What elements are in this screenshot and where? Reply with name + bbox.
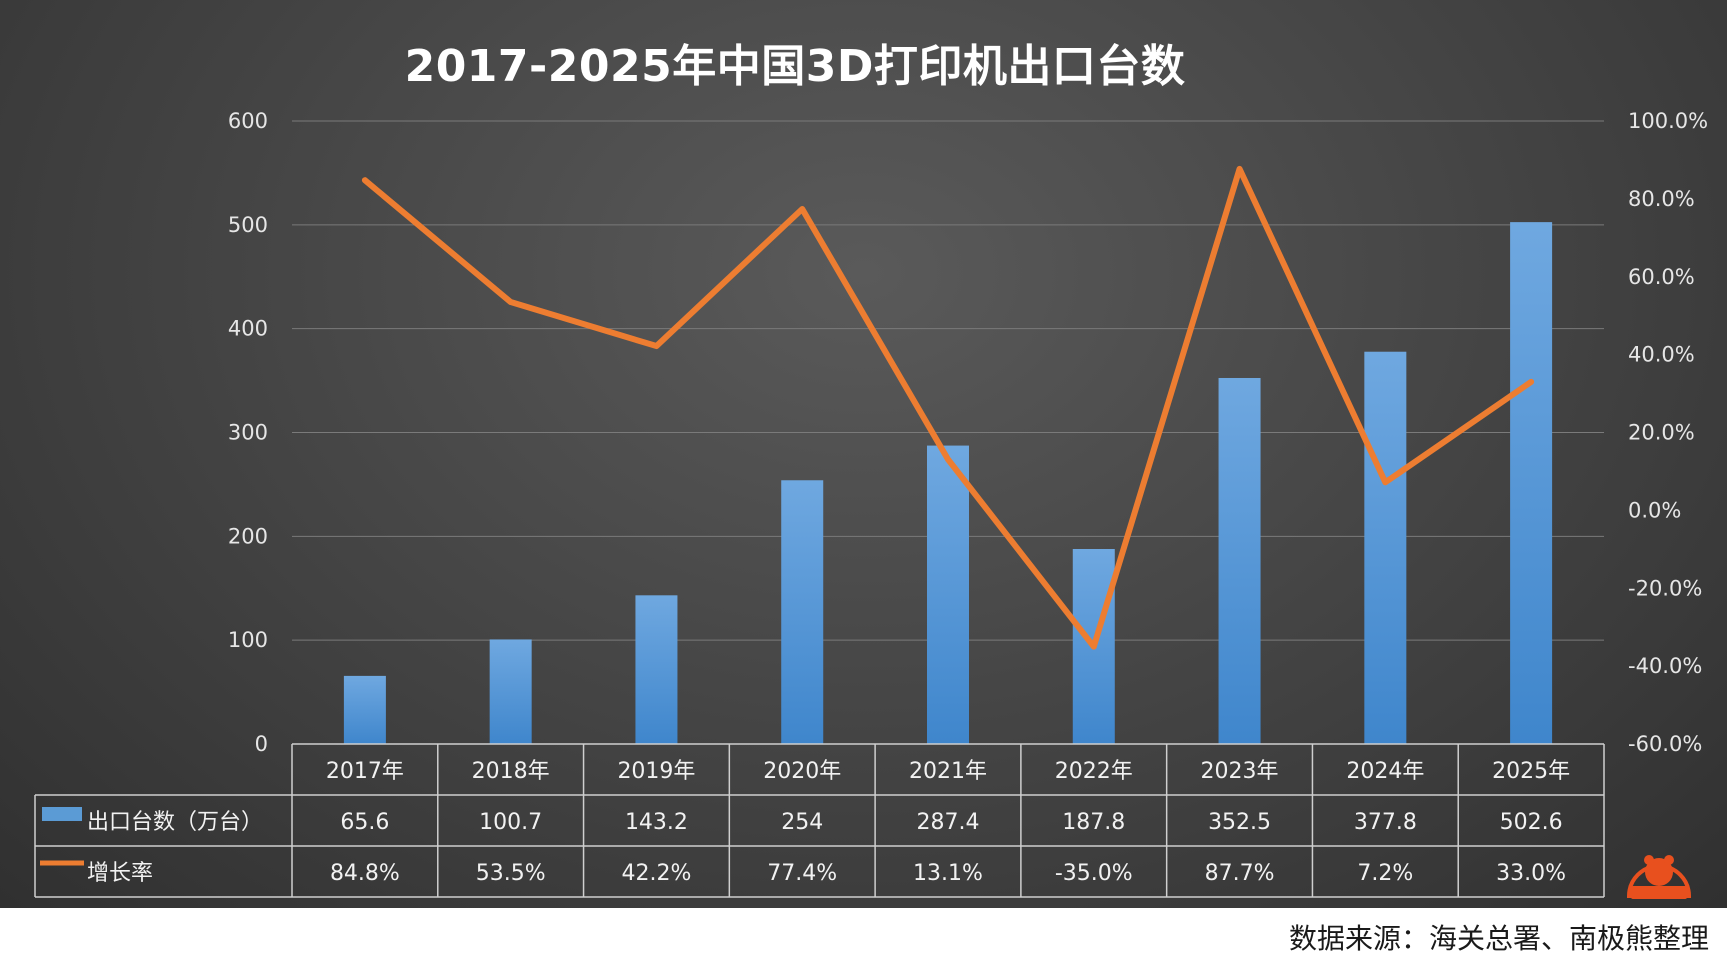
category-label: 2017年 <box>326 759 404 784</box>
data-label-rate: 84.8% <box>330 861 400 886</box>
data-label-bar: 100.7 <box>479 810 542 835</box>
y-right-tick-label: 100.0% <box>1628 109 1708 133</box>
category-label: 2025年 <box>1492 759 1570 784</box>
data-label-rate: 53.5% <box>476 861 546 886</box>
data-label-rate: 13.1% <box>913 861 983 886</box>
source-note: 数据来源：海关总署、南极熊整理 <box>1288 922 1709 955</box>
bar <box>1364 351 1407 744</box>
bar <box>489 639 532 744</box>
y-left-tick-label: 200 <box>228 524 268 548</box>
y-right-tick-label: 20.0% <box>1628 421 1695 445</box>
y-right-tick-label: 0.0% <box>1628 498 1681 522</box>
data-label-rate: 77.4% <box>767 861 837 886</box>
bar <box>635 595 678 744</box>
y-right-tick-label: -60.0% <box>1628 732 1702 756</box>
bar <box>1510 222 1553 744</box>
data-label-bar: 143.2 <box>625 810 688 835</box>
data-label-rate: -35.0% <box>1055 861 1133 886</box>
bar <box>781 480 824 744</box>
y-left-tick-label: 500 <box>228 213 268 237</box>
category-label: 2018年 <box>472 759 550 784</box>
growth-rate-line <box>361 165 1535 650</box>
data-label-rate: 33.0% <box>1496 861 1566 886</box>
y-right-tick-label: -40.0% <box>1628 654 1702 678</box>
y-left-tick-label: 600 <box>228 109 268 133</box>
chart-title: 2017-2025年中国3D打印机出口台数 <box>404 41 1186 92</box>
y-left-tick-label: 0 <box>255 732 268 756</box>
data-label-bar: 287.4 <box>917 810 980 835</box>
data-label-bar: 187.8 <box>1062 810 1125 835</box>
legend-label-bar: 出口台数（万台） <box>87 810 263 835</box>
bear-logo <box>1626 855 1692 899</box>
data-label-bar: 65.6 <box>340 810 389 835</box>
y-right-tick-label: -20.0% <box>1628 576 1702 600</box>
category-label: 2019年 <box>617 759 695 784</box>
y-right-tick-label: 60.0% <box>1628 265 1695 289</box>
y-left-tick-label: 100 <box>228 628 268 652</box>
category-label: 2024年 <box>1346 759 1424 784</box>
legend-label-line: 增长率 <box>87 861 153 886</box>
category-label: 2021年 <box>909 759 987 784</box>
bar <box>343 675 386 744</box>
data-label-bar: 254 <box>781 810 823 835</box>
y-left-tick-label: 300 <box>228 421 268 445</box>
y-right-tick-label: 40.0% <box>1628 343 1695 367</box>
legend-key-bar <box>42 807 82 821</box>
data-label-bar: 502.6 <box>1500 810 1563 835</box>
data-label-bar: 377.8 <box>1354 810 1417 835</box>
bar <box>927 445 969 744</box>
bar <box>1218 377 1261 744</box>
category-label: 2023年 <box>1201 759 1279 784</box>
data-label-rate: 42.2% <box>621 861 691 886</box>
y-left-tick-label: 400 <box>228 317 268 341</box>
chart-panel: 0 100 200 300 400 500 600 -60.0% -40.0% -20.0% 0.0… <box>0 0 1727 908</box>
data-label-bar: 352.5 <box>1208 810 1271 835</box>
data-label-rate: 87.7% <box>1205 861 1275 886</box>
chart-canvas: 0 100 200 300 400 500 600 -60.0% -40.0% -20.0% 0.0… <box>34 109 1708 898</box>
category-label: 2022年 <box>1055 759 1133 784</box>
category-label: 2020年 <box>763 759 841 784</box>
y-right-tick-label: 80.0% <box>1628 187 1695 211</box>
data-label-rate: 7.2% <box>1357 861 1413 886</box>
